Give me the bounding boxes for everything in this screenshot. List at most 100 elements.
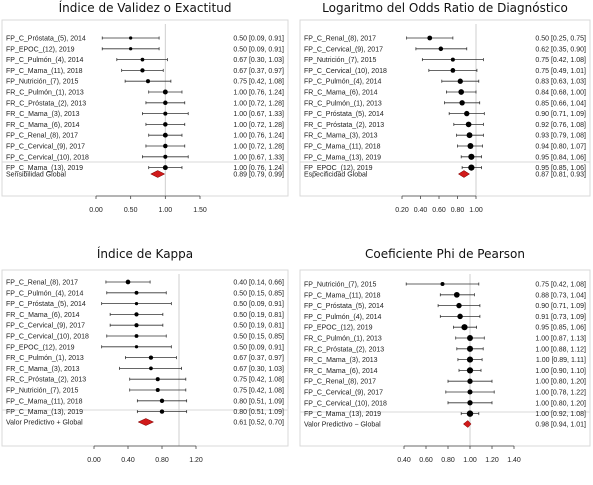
estimate-text: 0.67 [0.30, 1.03] <box>233 366 284 373</box>
forest-plot-log-odds: Logaritmo del Odds Ratio de Diagnóstico F… <box>299 1 591 214</box>
estimate-text: 1.00 [0.76, 1.24] <box>233 133 284 140</box>
panel-title: Logaritmo del Odds Ratio de Diagnóstico <box>322 1 568 15</box>
study-label: FR_C_Pulmón_(1), 2013 <box>304 336 382 343</box>
summary-diamond <box>457 170 470 178</box>
estimate-text: 0.94 [0.80, 1.07] <box>535 144 586 151</box>
estimate-text: 1.00 [0.92, 1.08] <box>535 411 586 418</box>
point-estimate <box>162 132 168 138</box>
estimate-text: 0.90 [0.71, 1.09] <box>535 303 586 310</box>
study-label: FP_C_Cervical_(10), 2018 <box>304 68 387 75</box>
point-estimate <box>140 68 145 73</box>
estimate-text: 0.80 [0.51, 1.09] <box>233 409 284 416</box>
point-estimate <box>427 35 433 41</box>
estimate-text: 1.00 [0.87, 1.13] <box>535 336 586 343</box>
estimate-text: 0.95 [0.85, 1.06] <box>535 325 586 332</box>
x-tick-label: 0.20 <box>395 207 409 214</box>
study-label: FP_C_Renal_(8), 2017 <box>6 280 78 287</box>
point-estimate <box>456 302 462 309</box>
study-label: FP_Nutrición_(7), 2015 <box>6 388 78 395</box>
study-label: FR_C_Próstata_(2), 2013 <box>6 100 86 107</box>
point-estimate <box>438 46 444 52</box>
summary-text: 0.61 [0.52, 0.70] <box>233 420 284 427</box>
estimate-text: 1.00 [0.80, 1.20] <box>535 400 586 407</box>
estimate-text: 0.50 [0.19, 0.81] <box>233 312 284 319</box>
study-label: FP_C_Pulmón_(4), 2014 <box>304 314 382 321</box>
x-tick-label: 0.00 <box>87 457 101 464</box>
estimate-text: 0.50 [0.15, 0.85] <box>233 334 284 341</box>
study-label: FR_C_Pulmón_(1), 2013 <box>6 90 84 97</box>
study-label: FP_C_Renal_(8), 2017 <box>6 133 78 140</box>
point-estimate <box>466 410 474 417</box>
point-estimate <box>467 335 473 341</box>
estimate-text: 0.50 [0.19, 0.81] <box>233 323 284 330</box>
estimate-text: 0.67 [0.37, 0.97] <box>233 355 284 362</box>
point-estimate <box>162 165 168 171</box>
study-label: FR_C_Próstata_(2), 2013 <box>304 122 384 129</box>
study-label: FP_C_Mama_(13), 2019 <box>304 154 381 161</box>
panel-title: Índice de Validez o Exactitud <box>59 0 232 15</box>
estimate-text: 0.80 [0.51, 1.09] <box>233 398 284 405</box>
point-estimate <box>468 153 475 160</box>
estimate-text: 0.75 [0.42, 1.08] <box>233 377 284 384</box>
x-tick-label: 1.00 <box>159 207 173 214</box>
study-label: FP_C_Próstata_(5), 2014 <box>6 36 86 43</box>
study-label: FP_C_Mama_(11), 2018 <box>304 292 381 299</box>
point-estimate <box>155 377 160 382</box>
estimate-text: 0.95 [0.84, 1.06] <box>535 154 586 161</box>
study-label: FR_C_Mama_(6), 2014 <box>6 312 80 319</box>
study-label: FR_C_Pulmón_(1), 2013 <box>304 100 382 107</box>
estimate-text: 1.00 [0.76, 1.24] <box>233 90 284 97</box>
point-estimate <box>149 366 153 371</box>
point-estimate <box>148 355 154 360</box>
x-tick-label: 0.40 <box>397 457 411 464</box>
study-label: FP_C_Mama_(13), 2019 <box>6 165 83 172</box>
estimate-text: 1.00 [0.88, 1.12] <box>535 346 586 353</box>
estimate-text: 0.50 [0.15, 0.85] <box>233 290 284 297</box>
x-tick-label: 0.60 <box>419 457 433 464</box>
summary-label: Valor Predictivo + Global <box>6 420 83 427</box>
estimate-text: 0.90 [0.71, 1.09] <box>535 111 586 118</box>
estimate-text: 1.00 [0.67, 1.33] <box>233 111 284 118</box>
estimate-text: 0.40 [0.14, 0.66] <box>233 280 284 287</box>
study-label: FP_C_Cervical_(9), 2017 <box>304 46 383 53</box>
study-label: FP_EPOC_(12), 2019 <box>304 165 373 172</box>
forest-plot-phi: Coeficiente Phi de Pearson FP_Nutrición_(… <box>299 247 591 464</box>
panel-title: Coeficiente Phi de Pearson <box>365 247 525 261</box>
study-label: FP_C_Cervical_(9), 2017 <box>304 390 383 397</box>
estimate-text: 1.00 [0.90, 1.10] <box>535 368 586 375</box>
study-label: FP_C_Mama_(13), 2019 <box>6 409 83 416</box>
x-tick-label: 1.00 <box>469 207 483 214</box>
study-label: FR_C_Mama_(3), 2013 <box>6 366 80 373</box>
estimate-text: 0.50 [0.25, 0.75] <box>535 36 586 43</box>
estimate-text: 0.75 [0.42, 1.08] <box>233 388 284 395</box>
summary-text: 0.89 [0.79, 0.99] <box>233 172 284 179</box>
study-label: FP_Nutrición_(7), 2015 <box>6 79 78 86</box>
estimate-text: 0.50 [0.09, 0.91] <box>233 344 284 351</box>
point-estimate <box>163 111 168 116</box>
point-estimate <box>466 356 474 363</box>
study-label: FP_C_Mama_(11), 2018 <box>6 398 83 405</box>
x-tick-label: 0.80 <box>451 207 465 214</box>
study-label: FP_C_Próstata_(5), 2014 <box>304 111 384 118</box>
estimate-text: 1.00 [0.72, 1.28] <box>233 100 284 107</box>
summary-text: 0.98 [0.94, 1.01] <box>535 422 586 429</box>
point-estimate <box>163 143 168 149</box>
point-estimate <box>466 132 473 139</box>
point-estimate <box>458 89 465 95</box>
study-label: FP_C_Pulmón_(4), 2014 <box>6 57 84 64</box>
summary-label: Valor Predictivo − Global <box>304 422 381 429</box>
point-estimate <box>467 378 473 384</box>
summary-diamond <box>150 170 166 178</box>
estimate-text: 1.00 [0.72, 1.28] <box>233 144 284 151</box>
x-tick-label: 0.40 <box>121 457 135 464</box>
point-estimate <box>134 290 139 295</box>
study-label: FR_C_Mama_(6), 2014 <box>304 90 378 97</box>
estimate-text: 0.92 [0.76, 1.08] <box>535 122 586 129</box>
point-estimate <box>461 324 468 331</box>
panel-title: Índice de Kappa <box>97 246 193 261</box>
estimate-text: 0.75 [0.42, 1.08] <box>535 57 586 64</box>
summary-diamond <box>462 420 472 428</box>
point-estimate <box>467 389 473 395</box>
study-label: FR_C_Mama_(3), 2013 <box>304 357 378 364</box>
summary-label: Especificidad Global <box>304 172 368 179</box>
